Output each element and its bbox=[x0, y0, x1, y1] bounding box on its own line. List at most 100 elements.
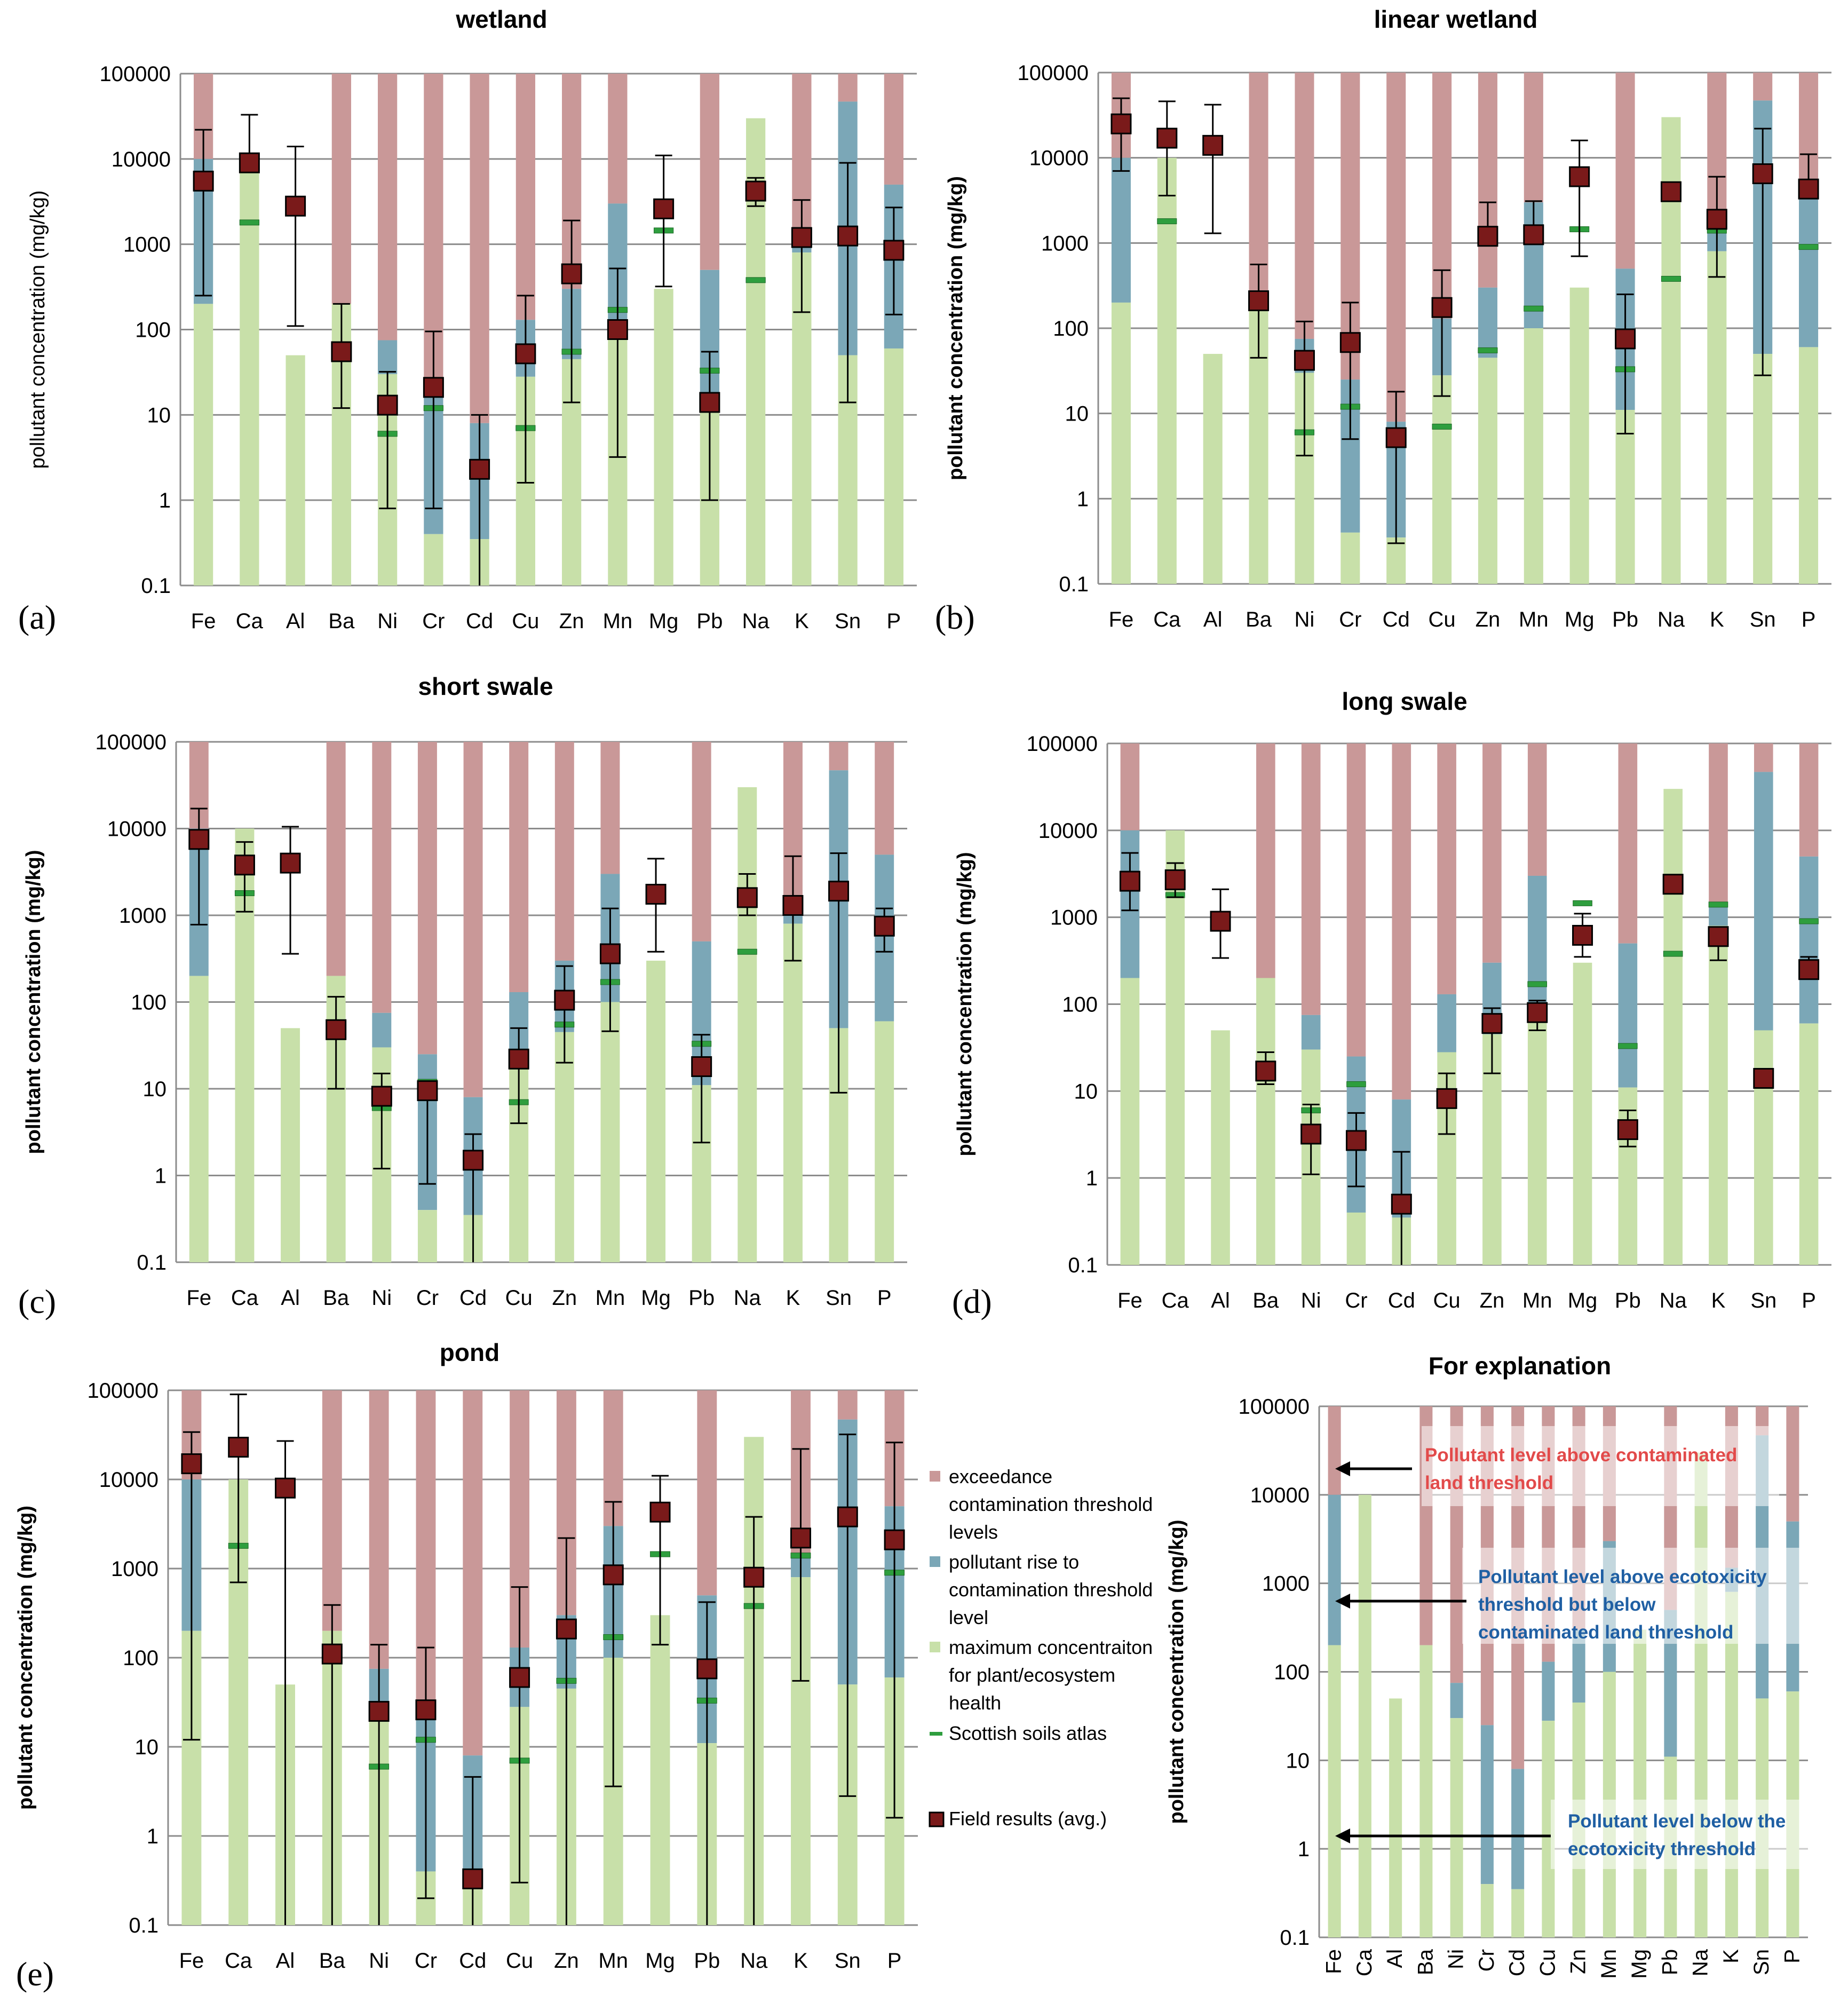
bar-max-conc-P bbox=[1799, 1023, 1819, 1265]
x-tick-label: Cr bbox=[1345, 1289, 1367, 1312]
bar-max-conc-Ca bbox=[1358, 1494, 1371, 1937]
x-tick-label: Ca bbox=[1353, 1949, 1376, 1976]
bar-exceedance-Pb bbox=[1615, 73, 1635, 269]
x-tick-label: Al bbox=[286, 609, 305, 633]
atlas-mark-Zn bbox=[1478, 347, 1498, 353]
atlas-mark-Na bbox=[1661, 275, 1681, 282]
y-tick-label: 100000 bbox=[1018, 61, 1089, 85]
bar-exceedance-Cd bbox=[463, 1390, 483, 1756]
y-tick-label: 0.1 bbox=[1068, 1254, 1098, 1277]
bar-rise-Fe bbox=[1111, 157, 1131, 303]
bar-rise-Cr bbox=[1480, 1725, 1494, 1885]
x-tick-label: Sn bbox=[835, 609, 861, 633]
field-result-P bbox=[1798, 178, 1819, 200]
x-tick-label: Cr bbox=[416, 1286, 439, 1310]
bar-exceedance-Cr bbox=[424, 74, 443, 381]
field-result-Sn bbox=[1753, 1068, 1774, 1089]
y-tick-label: 1000 bbox=[111, 1557, 158, 1581]
y-tick-label: 1 bbox=[1086, 1167, 1098, 1190]
atlas-mark-Na bbox=[745, 277, 766, 283]
x-tick-label: Mg bbox=[649, 609, 679, 633]
x-tick-label: Zn bbox=[1567, 1949, 1590, 1974]
field-result-Sn bbox=[837, 225, 859, 247]
bar-max-conc-Na bbox=[1663, 789, 1683, 1265]
x-tick-label: Fe bbox=[1322, 1949, 1346, 1974]
note-box-below bbox=[1551, 1800, 1826, 1869]
x-tick-label: Na bbox=[1657, 608, 1685, 631]
field-result-Mn bbox=[602, 1564, 624, 1586]
bar-rise-Ni bbox=[372, 1012, 392, 1048]
bar-max-conc-Mg bbox=[1573, 962, 1592, 1265]
y-tick-label: 10000 bbox=[1038, 819, 1098, 843]
bar-max-conc-Cd bbox=[1386, 537, 1406, 584]
atlas-mark-Na bbox=[1663, 951, 1683, 957]
y-tick-label: 10 bbox=[143, 1078, 167, 1101]
field-result-Fe bbox=[193, 170, 214, 192]
field-result-Na bbox=[743, 1566, 765, 1588]
bar-exceedance-Sn bbox=[838, 74, 858, 102]
field-result-Fe bbox=[181, 1453, 202, 1475]
y-tick-label: 100000 bbox=[1239, 1395, 1310, 1419]
y-tick-label: 100 bbox=[1274, 1661, 1310, 1684]
y-tick-label: 100 bbox=[135, 319, 171, 342]
x-tick-label: Ba bbox=[1252, 1289, 1279, 1312]
x-tick-label: Pb bbox=[1615, 1289, 1641, 1312]
bar-max-conc-Al bbox=[1211, 1030, 1230, 1265]
x-tick-label: Mn bbox=[1522, 1289, 1552, 1312]
x-tick-label: Ba bbox=[319, 1949, 346, 1973]
field-result-Cr bbox=[1339, 332, 1361, 353]
bar-exceedance-Mn bbox=[1527, 743, 1547, 876]
atlas-mark-Mg bbox=[1573, 900, 1592, 906]
atlas-mark-K bbox=[1708, 901, 1728, 908]
bar-max-conc-Fe bbox=[1328, 1645, 1341, 1937]
x-tick-label: Mn bbox=[596, 1286, 625, 1310]
field-result-Na bbox=[736, 887, 758, 908]
y-tick-label: 1000 bbox=[1262, 1572, 1310, 1596]
bar-exceedance-Fe bbox=[1328, 1406, 1341, 1495]
bar-rise-Zn bbox=[1478, 287, 1497, 358]
x-tick-label: Fe bbox=[1117, 1289, 1143, 1312]
x-tick-label: Pb bbox=[696, 609, 723, 633]
panel-d: long swale (d) 0.1 1 10 100 1000 10000 100000 pol… bbox=[952, 687, 1831, 1320]
bar-exceedance-Ni bbox=[372, 742, 392, 1013]
bar-exceedance-Zn bbox=[1482, 743, 1502, 963]
field-result-Pb bbox=[691, 1056, 712, 1078]
atlas-mark-Mn bbox=[1527, 981, 1548, 987]
bar-max-conc-Ca bbox=[240, 159, 259, 585]
field-result-Ni bbox=[377, 394, 398, 416]
note-between-thresholds: Pollutant level above ecotoxicity thresho… bbox=[1478, 1566, 1767, 1643]
bar-max-conc-Sn bbox=[1754, 1030, 1773, 1265]
field-result-Sn bbox=[1752, 163, 1773, 185]
atlas-mark-P bbox=[1798, 244, 1819, 250]
field-result-Cr bbox=[415, 1699, 437, 1721]
field-result-Mg bbox=[1572, 924, 1593, 946]
x-tick-label: Ca bbox=[1153, 608, 1181, 631]
x-tick-label: Sn bbox=[826, 1286, 852, 1310]
field-result-Ca bbox=[239, 152, 260, 173]
y-tick-label: 100 bbox=[123, 1646, 158, 1670]
x-tick-label: Cu bbox=[512, 609, 539, 633]
bar-exceedance-Ni bbox=[369, 1390, 389, 1669]
y-tick-label: 100 bbox=[1053, 317, 1089, 341]
field-result-Cd bbox=[1385, 427, 1407, 448]
field-result-Fe bbox=[1119, 870, 1140, 892]
field-result-Sn bbox=[837, 1506, 858, 1527]
bar-exceedance-Sn bbox=[1753, 73, 1773, 101]
y-tick-label: 100 bbox=[131, 991, 166, 1015]
bar-exceedance-Fe bbox=[1120, 743, 1140, 830]
x-tick-label: Cr bbox=[1339, 608, 1361, 631]
bar-exceedance-Cu bbox=[1437, 743, 1456, 994]
legend-label-rise: pollutant rise to contamination threshold… bbox=[949, 1551, 1153, 1628]
bar-exceedance-Cu bbox=[515, 74, 535, 320]
bar-max-conc-Cr bbox=[1341, 532, 1360, 584]
x-tick-label: Ba bbox=[1246, 608, 1272, 631]
x-tick-label: Mn bbox=[603, 609, 633, 633]
bar-max-conc-Cr bbox=[424, 534, 443, 585]
field-result-Mg bbox=[645, 884, 667, 905]
field-result-Zn bbox=[1481, 1013, 1503, 1034]
field-result-P bbox=[874, 915, 895, 937]
x-tick-label: Fe bbox=[179, 1949, 204, 1973]
x-tick-label: Ni bbox=[1295, 608, 1315, 631]
x-tick-label: Ca bbox=[225, 1949, 252, 1973]
